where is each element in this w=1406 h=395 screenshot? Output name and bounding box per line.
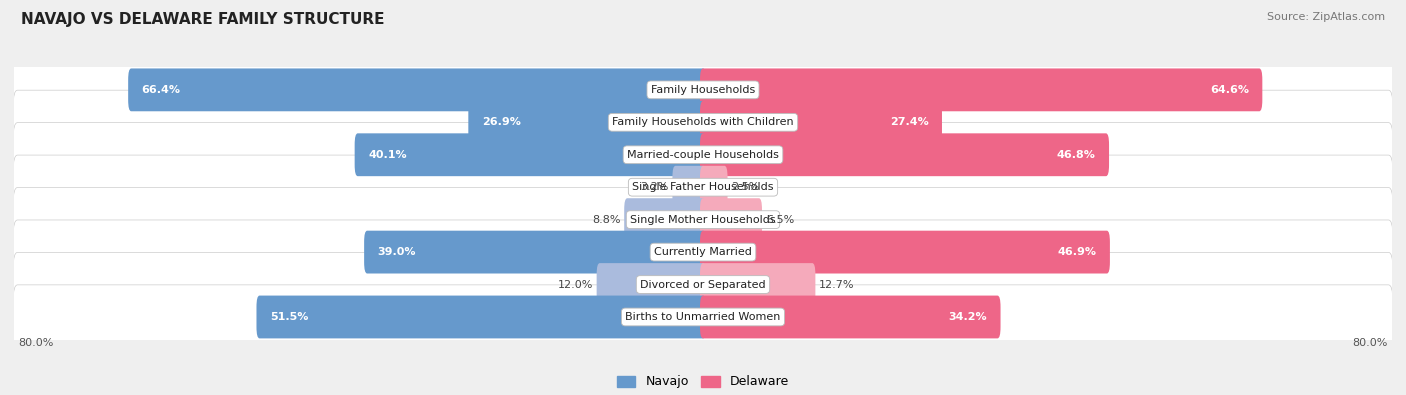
FancyBboxPatch shape (13, 188, 1393, 252)
Text: 27.4%: 27.4% (890, 117, 928, 127)
FancyBboxPatch shape (256, 295, 706, 339)
FancyBboxPatch shape (13, 58, 1393, 122)
Text: 26.9%: 26.9% (482, 117, 520, 127)
Text: 3.2%: 3.2% (640, 182, 669, 192)
FancyBboxPatch shape (13, 122, 1393, 187)
Text: 66.4%: 66.4% (142, 85, 180, 95)
Text: 12.0%: 12.0% (557, 280, 593, 290)
FancyBboxPatch shape (700, 134, 1109, 176)
FancyBboxPatch shape (700, 101, 942, 144)
Text: Married-couple Households: Married-couple Households (627, 150, 779, 160)
Text: Births to Unmarried Women: Births to Unmarried Women (626, 312, 780, 322)
Text: Source: ZipAtlas.com: Source: ZipAtlas.com (1267, 12, 1385, 22)
Text: 80.0%: 80.0% (1353, 338, 1388, 348)
FancyBboxPatch shape (624, 198, 706, 241)
FancyBboxPatch shape (700, 198, 762, 241)
FancyBboxPatch shape (13, 220, 1393, 284)
Text: 34.2%: 34.2% (949, 312, 987, 322)
FancyBboxPatch shape (700, 231, 1109, 273)
Text: 80.0%: 80.0% (18, 338, 53, 348)
Text: Single Father Households: Single Father Households (633, 182, 773, 192)
Text: 46.8%: 46.8% (1057, 150, 1095, 160)
FancyBboxPatch shape (700, 295, 1001, 339)
Text: 2.5%: 2.5% (731, 182, 759, 192)
FancyBboxPatch shape (672, 166, 706, 209)
FancyBboxPatch shape (13, 90, 1393, 154)
Text: 46.9%: 46.9% (1057, 247, 1097, 257)
Text: Single Mother Households: Single Mother Households (630, 214, 776, 225)
Text: Divorced or Separated: Divorced or Separated (640, 280, 766, 290)
FancyBboxPatch shape (13, 155, 1393, 219)
Text: 51.5%: 51.5% (270, 312, 308, 322)
FancyBboxPatch shape (364, 231, 706, 273)
FancyBboxPatch shape (596, 263, 706, 306)
Text: NAVAJO VS DELAWARE FAMILY STRUCTURE: NAVAJO VS DELAWARE FAMILY STRUCTURE (21, 12, 385, 27)
FancyBboxPatch shape (128, 68, 706, 111)
Legend: Navajo, Delaware: Navajo, Delaware (612, 371, 794, 393)
Text: 40.1%: 40.1% (368, 150, 406, 160)
Text: Family Households with Children: Family Households with Children (612, 117, 794, 127)
Text: 39.0%: 39.0% (377, 247, 416, 257)
Text: 64.6%: 64.6% (1211, 85, 1249, 95)
Text: 12.7%: 12.7% (820, 280, 855, 290)
FancyBboxPatch shape (700, 263, 815, 306)
FancyBboxPatch shape (700, 68, 1263, 111)
Text: 8.8%: 8.8% (592, 214, 620, 225)
FancyBboxPatch shape (700, 166, 727, 209)
Text: Currently Married: Currently Married (654, 247, 752, 257)
Text: Family Households: Family Households (651, 85, 755, 95)
FancyBboxPatch shape (468, 101, 706, 144)
FancyBboxPatch shape (13, 252, 1393, 317)
FancyBboxPatch shape (354, 134, 706, 176)
FancyBboxPatch shape (13, 285, 1393, 349)
Text: 6.5%: 6.5% (766, 214, 794, 225)
